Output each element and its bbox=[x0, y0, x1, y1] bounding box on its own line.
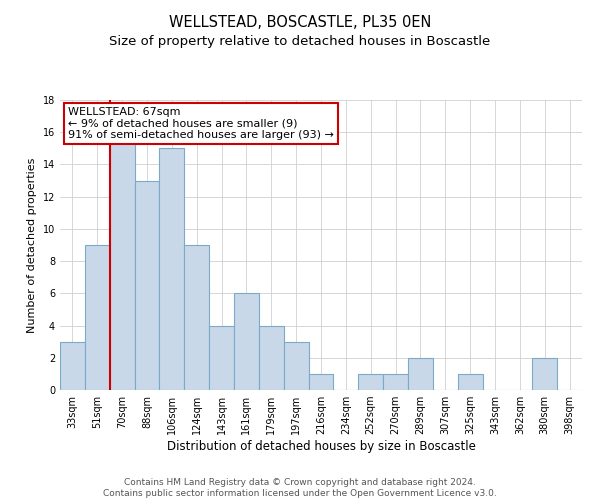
Bar bbox=[209, 326, 234, 390]
Text: Size of property relative to detached houses in Boscastle: Size of property relative to detached ho… bbox=[109, 35, 491, 48]
Bar bbox=[60, 342, 85, 390]
Bar bbox=[85, 245, 110, 390]
Bar bbox=[160, 148, 184, 390]
Bar bbox=[458, 374, 482, 390]
Bar bbox=[532, 358, 557, 390]
Bar bbox=[383, 374, 408, 390]
Bar bbox=[284, 342, 308, 390]
Bar bbox=[184, 245, 209, 390]
Bar bbox=[358, 374, 383, 390]
Bar bbox=[308, 374, 334, 390]
Y-axis label: Number of detached properties: Number of detached properties bbox=[27, 158, 37, 332]
Text: WELLSTEAD, BOSCASTLE, PL35 0EN: WELLSTEAD, BOSCASTLE, PL35 0EN bbox=[169, 15, 431, 30]
Text: WELLSTEAD: 67sqm
← 9% of detached houses are smaller (9)
91% of semi-detached ho: WELLSTEAD: 67sqm ← 9% of detached houses… bbox=[68, 108, 334, 140]
Text: Contains HM Land Registry data © Crown copyright and database right 2024.
Contai: Contains HM Land Registry data © Crown c… bbox=[103, 478, 497, 498]
Bar bbox=[408, 358, 433, 390]
Bar bbox=[259, 326, 284, 390]
X-axis label: Distribution of detached houses by size in Boscastle: Distribution of detached houses by size … bbox=[167, 440, 475, 453]
Bar bbox=[234, 294, 259, 390]
Bar bbox=[110, 116, 134, 390]
Bar bbox=[134, 180, 160, 390]
